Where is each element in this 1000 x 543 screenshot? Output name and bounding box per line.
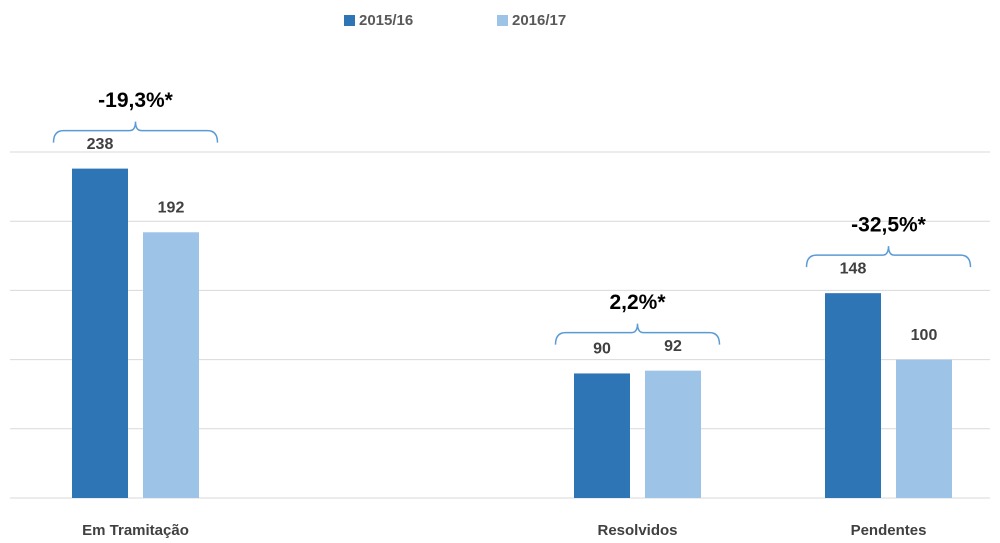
legend-label: 2015/16 <box>359 12 413 29</box>
x-tick-label: Pendentes <box>851 522 927 539</box>
value-label: 148 <box>840 260 867 277</box>
bar <box>574 373 630 498</box>
bracket <box>554 323 721 345</box>
x-tick-label: Resolvidos <box>597 522 677 539</box>
bar <box>645 370 701 498</box>
value-label: 192 <box>158 199 185 216</box>
value-label: 92 <box>664 338 682 355</box>
bracket <box>52 121 219 143</box>
value-label: 100 <box>911 327 938 344</box>
bar <box>825 293 881 498</box>
bar <box>896 359 952 498</box>
value-label: 90 <box>593 341 611 358</box>
bar <box>72 168 128 498</box>
bar <box>143 232 199 498</box>
value-label: 238 <box>87 136 114 153</box>
x-tick-label: Em Tramitação <box>82 522 189 539</box>
legend-label: 2016/17 <box>512 12 566 29</box>
annotation: -19,3%* <box>98 89 174 112</box>
annotation: -32,5%* <box>851 214 927 237</box>
legend-swatch <box>344 15 355 26</box>
legend-swatch <box>497 15 508 26</box>
bracket <box>805 246 972 268</box>
annotation: 2,2%* <box>609 291 666 314</box>
